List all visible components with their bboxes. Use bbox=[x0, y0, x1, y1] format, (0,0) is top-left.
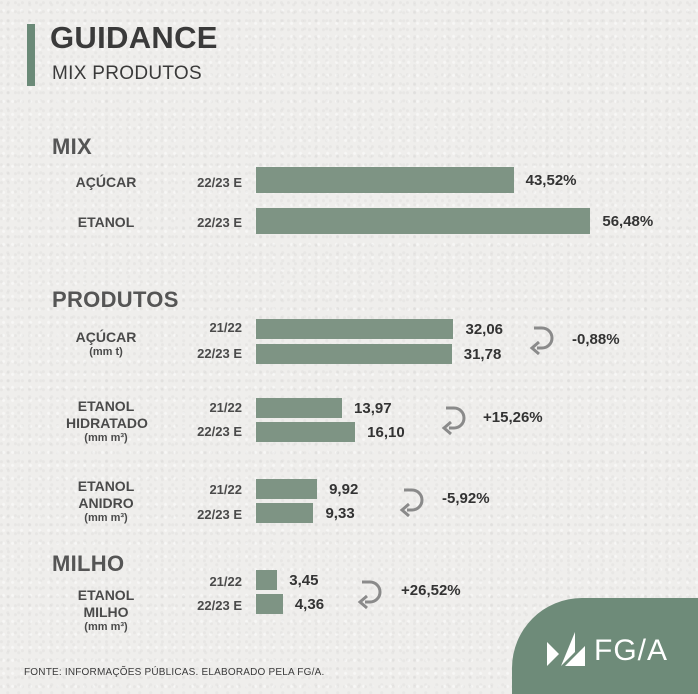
period-label: 21/22 bbox=[209, 574, 242, 589]
change-label: +26,52% bbox=[401, 582, 461, 599]
category-label: ETANOL bbox=[77, 214, 135, 230]
unit-label: (mm m³) bbox=[84, 432, 128, 444]
unit-label: (mm m³) bbox=[84, 621, 128, 633]
period-label: 22/23 E bbox=[197, 507, 242, 522]
fga-logo-icon bbox=[547, 632, 585, 666]
data-label: 43,52% bbox=[525, 171, 577, 189]
change-label: -0,88% bbox=[572, 331, 620, 348]
category-label: AÇÚCAR bbox=[75, 174, 137, 190]
category-label: ETANOL MILHO (mm m³) bbox=[66, 587, 146, 634]
change-arrow-icon bbox=[399, 488, 424, 518]
unit-label: (mm m³) bbox=[84, 512, 128, 524]
period-label: 21/22 bbox=[209, 320, 242, 335]
category-label: ETANOL HIDRATADO (mm m³) bbox=[66, 398, 148, 444]
data-label: 56,48% bbox=[602, 212, 654, 230]
page-subtitle: MIX PRODUTOS bbox=[52, 63, 202, 84]
period-label: 21/22 bbox=[209, 482, 242, 497]
section-title-produtos: PRODUTOS bbox=[52, 287, 179, 312]
bar bbox=[256, 319, 454, 339]
period-label: 22/23 E bbox=[197, 598, 242, 613]
page-title: GUIDANCE bbox=[50, 20, 218, 55]
category-label: ETANOL ANIDRO (mm m³) bbox=[66, 478, 146, 525]
section-title-mix: MIX bbox=[52, 134, 93, 159]
period-label: 21/22 bbox=[209, 400, 242, 415]
bar bbox=[256, 398, 343, 418]
data-label: 4,36 bbox=[294, 595, 325, 613]
data-label: 3,45 bbox=[289, 571, 319, 589]
bar bbox=[256, 479, 318, 499]
data-label: 13,97 bbox=[354, 399, 392, 417]
category-label: AÇÚCAR (mm t) bbox=[66, 329, 146, 359]
bar bbox=[256, 167, 514, 193]
data-label: 31,78 bbox=[463, 345, 502, 363]
bar bbox=[256, 503, 314, 523]
bar bbox=[256, 208, 591, 234]
section-title-milho: MILHO bbox=[52, 551, 125, 576]
bar bbox=[256, 570, 278, 590]
period-label: 22/23 E bbox=[197, 215, 242, 230]
source-footnote: FONTE: INFORMAÇÕES PÚBLICAS. ELABORADO P… bbox=[24, 667, 325, 678]
period-label: 22/23 E bbox=[197, 175, 242, 190]
change-arrow-icon bbox=[529, 326, 554, 356]
bar bbox=[256, 344, 452, 364]
bar bbox=[256, 422, 356, 442]
period-label: 22/23 E bbox=[197, 346, 242, 361]
header-accent-bar bbox=[27, 24, 35, 86]
logo-background bbox=[512, 598, 698, 694]
change-arrow-icon bbox=[441, 406, 466, 436]
change-label: +15,26% bbox=[483, 409, 543, 426]
data-label: 32,06 bbox=[465, 320, 504, 338]
period-label: 22/23 E bbox=[197, 424, 242, 439]
change-label: -5,92% bbox=[442, 490, 490, 507]
change-arrow-icon bbox=[357, 580, 382, 610]
data-label: 16,10 bbox=[367, 423, 405, 441]
logo-text: FG/A bbox=[594, 634, 669, 667]
data-label: 9,92 bbox=[329, 480, 359, 498]
unit-label: (mm t) bbox=[89, 346, 123, 358]
data-label: 9,33 bbox=[325, 504, 355, 522]
bar bbox=[256, 594, 283, 614]
